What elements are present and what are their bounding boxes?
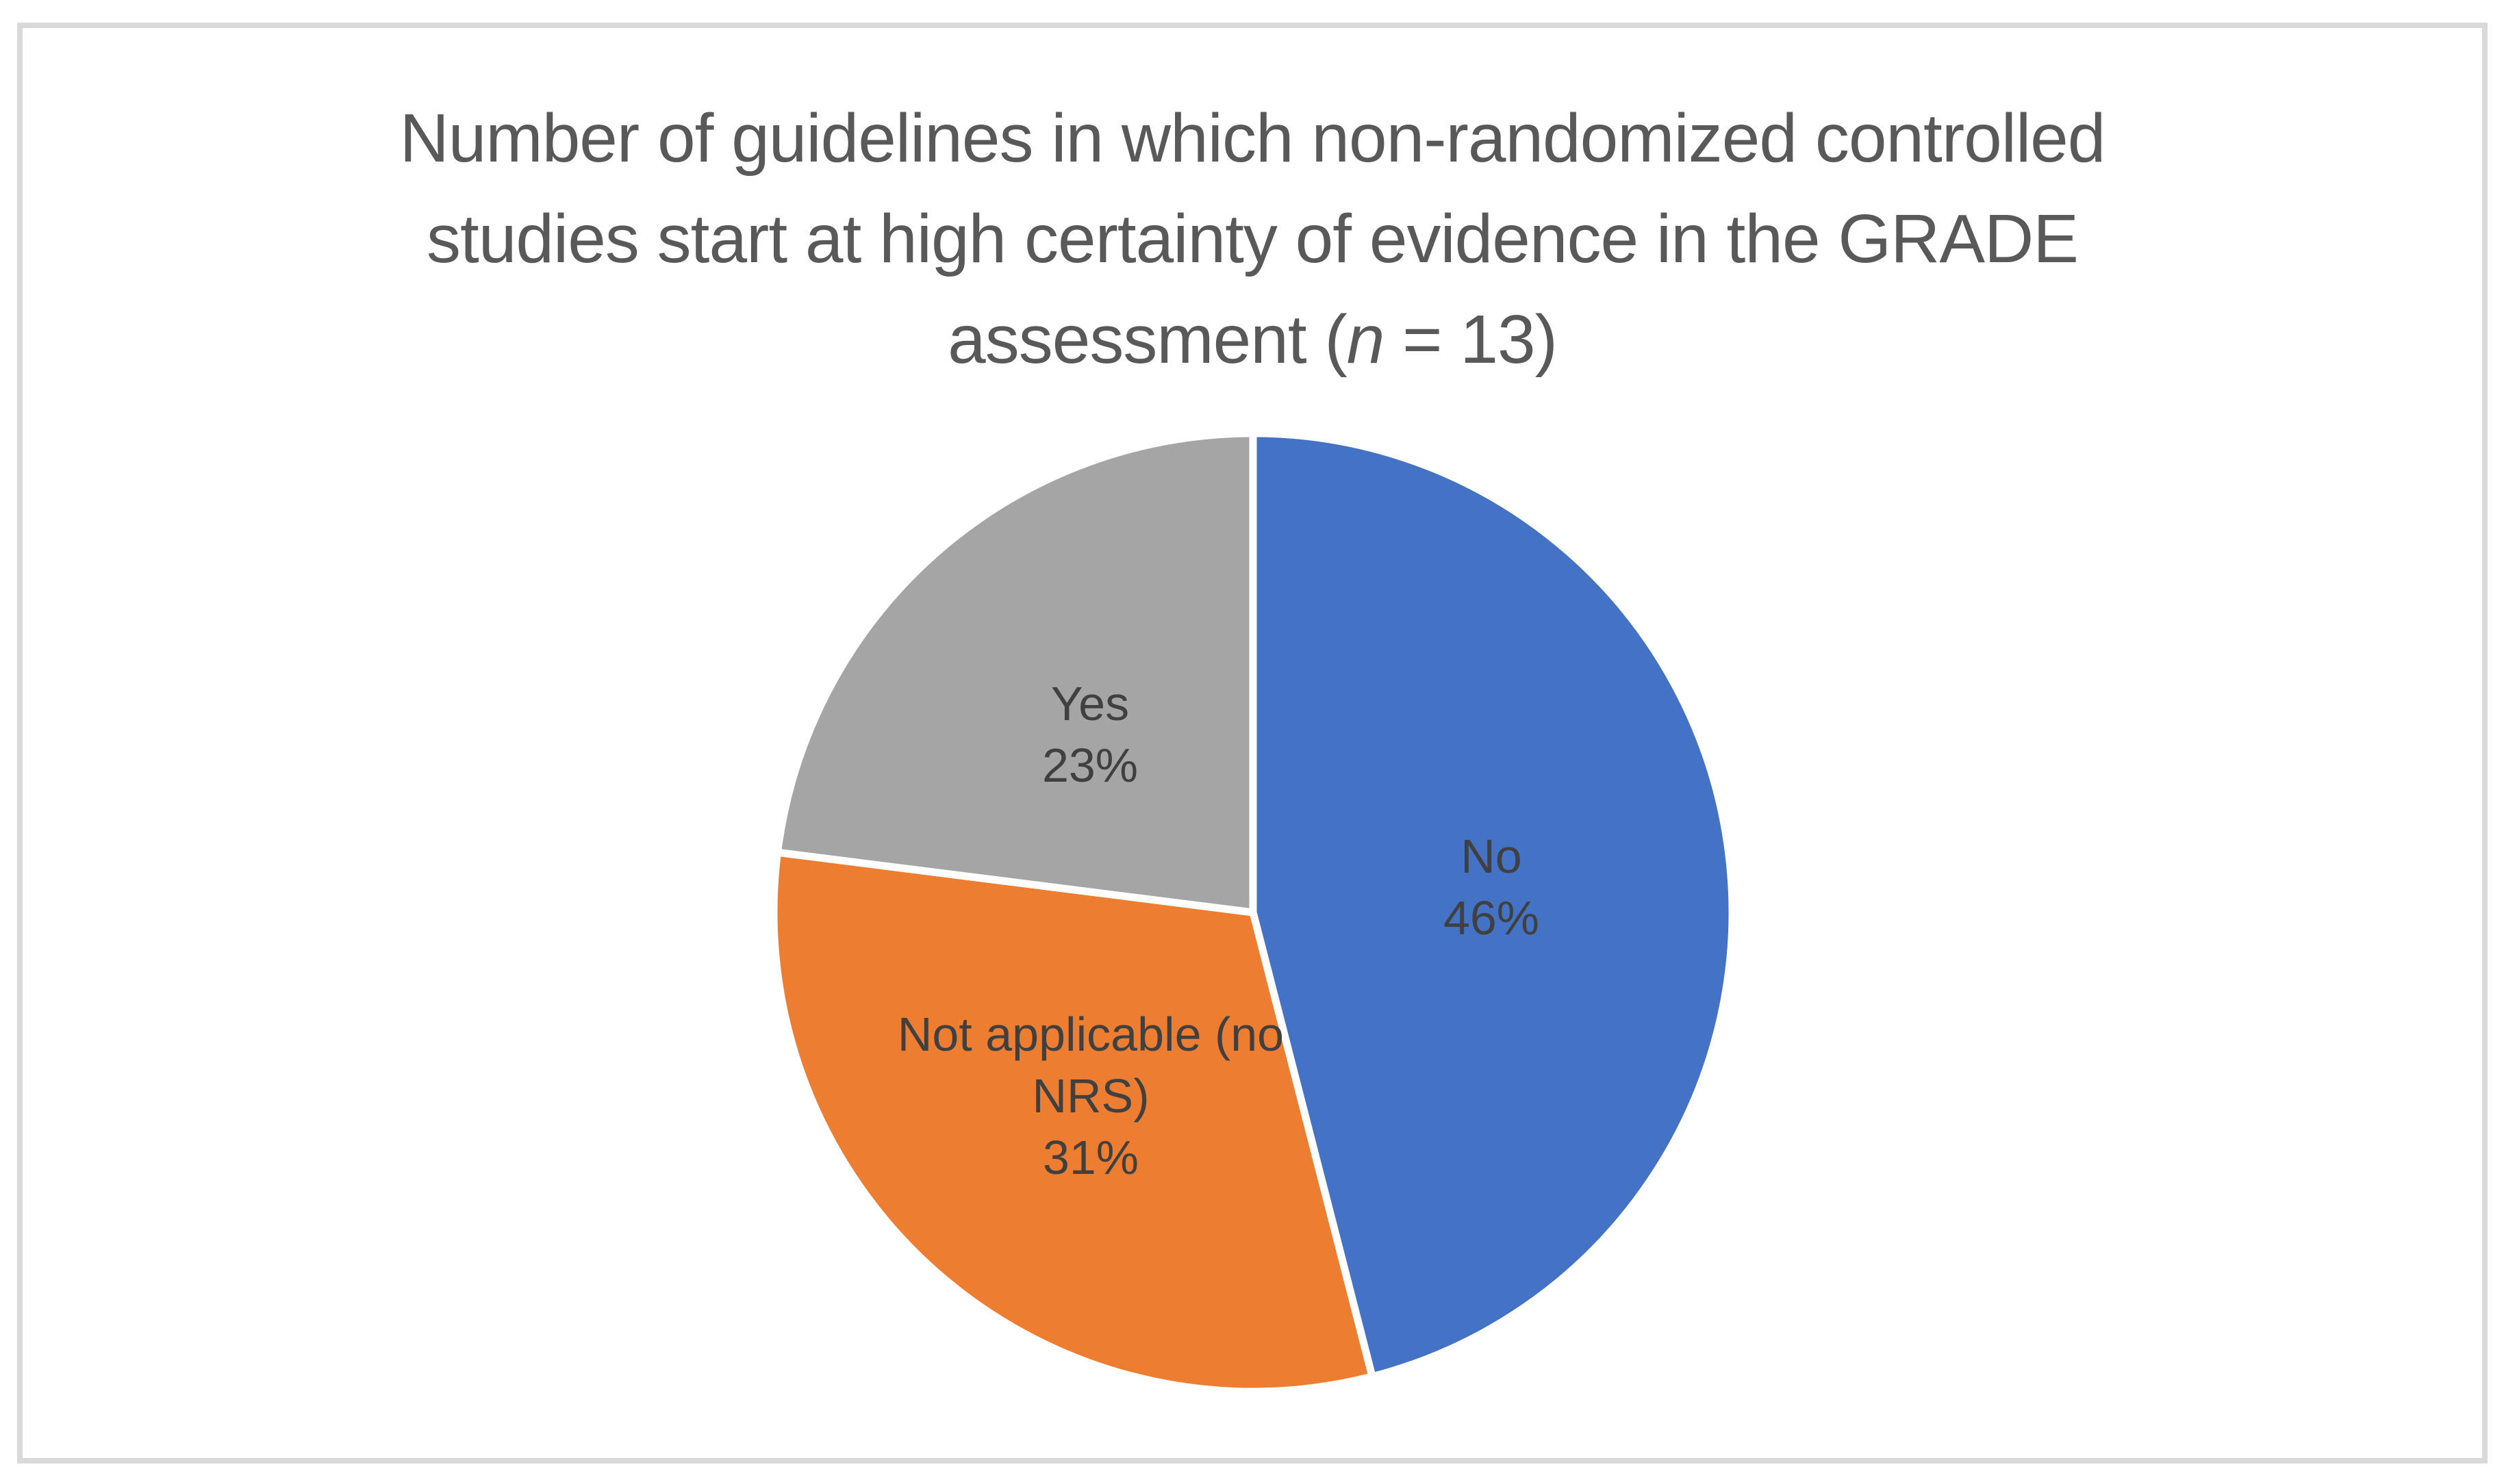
- italic-n: n: [1346, 301, 1385, 378]
- pie-label-category: NRS): [1032, 1069, 1150, 1123]
- pie-slice-yes: [774, 429, 1257, 917]
- pie-label-no: No 46%: [1443, 826, 1539, 949]
- pie-label-yes: Yes 23%: [1042, 673, 1138, 796]
- pie-label-percent: 23%: [1041, 739, 1139, 792]
- pie-label-category: Yes: [1050, 677, 1130, 730]
- pie-label-percent: 46%: [1443, 891, 1540, 945]
- pie-slice-no: [1249, 429, 1736, 1381]
- chart-title-line1: Number of guidelines in which non-random…: [399, 100, 2106, 177]
- pie-slice-not-applicable: [770, 848, 1376, 1396]
- chart-title-line2: studies start at high certainty of evide…: [427, 201, 2079, 277]
- chart-title: Number of guidelines in which non-random…: [23, 88, 2482, 390]
- pie-label-category: Not applicable (no: [897, 1008, 1285, 1061]
- chart-title-line3: assessment (n = 13): [948, 301, 1558, 378]
- pie-label-not-applicable: Not applicable (no NRS) 31%: [898, 1003, 1284, 1188]
- pie-label-category: No: [1460, 830, 1522, 883]
- pie-label-percent: 31%: [1042, 1131, 1139, 1184]
